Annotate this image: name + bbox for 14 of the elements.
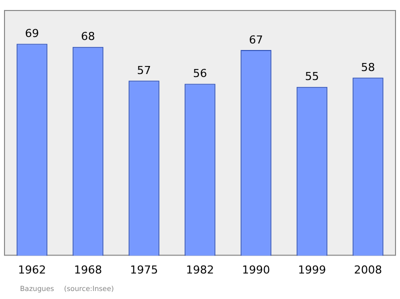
data-label: 57 (137, 64, 151, 78)
x-tick-label: 1962 (18, 263, 46, 276)
x-tick-label: 1968 (74, 263, 102, 276)
x-tick-label: 1982 (186, 263, 214, 276)
data-label: 69 (25, 27, 39, 40)
x-tick-label: 1975 (130, 263, 158, 276)
data-label: 58 (361, 60, 375, 74)
x-tick-label: 2008 (354, 263, 382, 276)
data-label: 55 (305, 70, 319, 84)
x-tick-label: 1999 (298, 263, 326, 276)
data-label: 68 (81, 30, 95, 44)
data-label: 56 (193, 67, 207, 80)
x-tick-label: 1990 (242, 263, 270, 276)
data-label: 67 (249, 33, 263, 46)
